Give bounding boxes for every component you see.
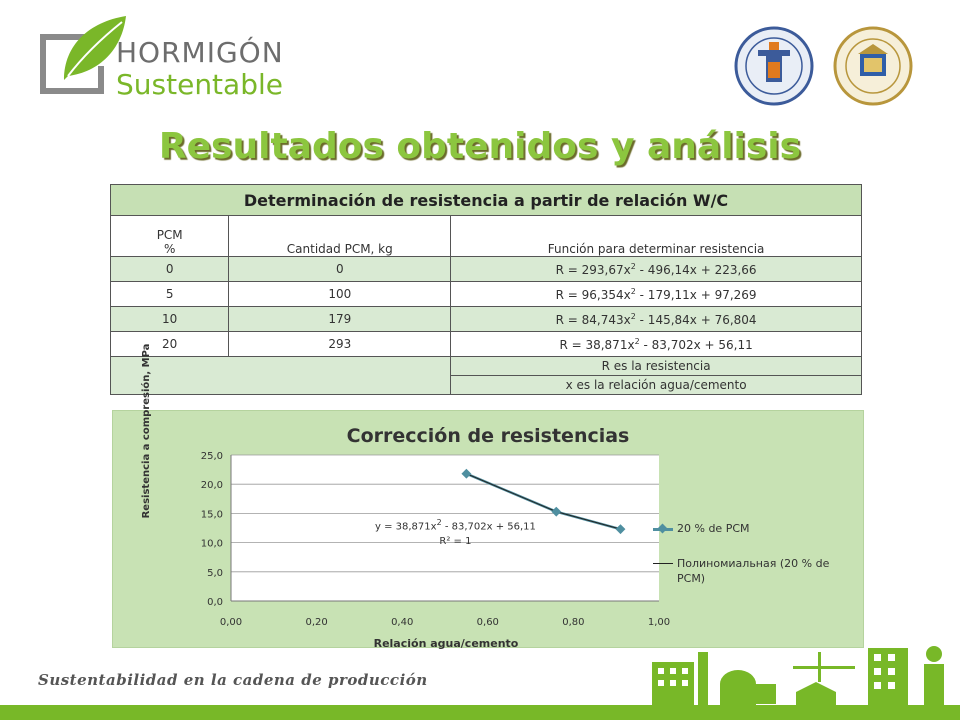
trend-eq-exp: 2: [436, 518, 442, 527]
industry-buildings-icon: [652, 646, 944, 706]
legend-series-marker: [657, 523, 668, 534]
y-tick-label: 5,0: [207, 568, 223, 579]
brand-line1: HORMIGÓN: [116, 36, 284, 69]
page-title: Resultados obtenidos y análisis: [158, 126, 802, 167]
trend-eq-b: - 83,702x + 56,11: [441, 521, 536, 533]
x-tick-label: 0,00: [220, 617, 242, 628]
cell-function: R = 38,871x2 - 83,702x + 56,11: [450, 331, 862, 357]
fn-a: R = 96,354x: [555, 287, 631, 302]
note-r: R es la resistencia: [450, 356, 862, 376]
brand-line2: Sustentable: [116, 68, 283, 101]
legend-trend: Полиномиальная (20 % de PCM): [653, 556, 853, 586]
y-tick-label: 15,0: [201, 509, 223, 520]
chart-plot: 0,0 5,0 10,0 15,0 20,0 25,0 0,00 0,20 0,40 0,60 0,…: [201, 451, 670, 628]
cell-qty: 179: [228, 306, 452, 332]
fn-b: - 496,14x + 223,66: [635, 262, 757, 277]
university-seal-left-icon: [734, 26, 814, 106]
fn-a: R = 293,67x: [555, 262, 631, 277]
cell-function: R = 84,743x2 - 145,84x + 76,804: [450, 306, 862, 332]
header-function: Función para determinar resistencia: [450, 215, 862, 257]
logo-frame-lines: [40, 34, 104, 94]
trend-equation: y = 38,871x2 - 83,702x + 56,11 R² = 1: [375, 515, 536, 549]
table-row: 5 100 R = 96,354x2 - 179,11x + 97,269: [109, 281, 862, 307]
x-tick-label: 0,20: [305, 617, 327, 628]
x-axis-label: Relación agua/cemento: [373, 637, 519, 650]
footer-bar: [0, 705, 960, 720]
fn-a: R = 38,871x: [559, 337, 635, 352]
note-empty-cell: [109, 356, 452, 395]
legend-series: 20 % de PCM: [653, 521, 853, 536]
y-tick-label: 0,0: [207, 597, 223, 608]
cell-pcm: 0: [109, 256, 230, 282]
header-pcm: PCM %: [109, 215, 230, 257]
table-row: 0 0 R = 293,67x2 - 496,14x + 223,66: [109, 256, 862, 282]
cell-qty: 100: [228, 281, 452, 307]
fn-exp: 2: [630, 286, 636, 296]
fn-a: R = 84,743x: [555, 312, 631, 327]
chart-legend: 20 % de PCM Полиномиальная (20 % de PCM): [653, 521, 853, 606]
table-row: 10 179 R = 84,743x2 - 145,84x + 76,804: [109, 306, 862, 332]
hormigon-sustentable-logo: HORMIGÓN Sustentable: [40, 10, 310, 105]
cell-pcm: 10: [109, 306, 230, 332]
table-row: 20 293 R = 38,871x2 - 83,702x + 56,11: [109, 331, 862, 357]
fn-b: - 83,702x + 56,11: [639, 337, 753, 352]
cell-qty: 293: [228, 331, 452, 357]
header-pcm-line2: %: [163, 242, 176, 256]
trend-r2: R² = 1: [439, 536, 472, 548]
x-tick-label: 0,40: [391, 617, 413, 628]
leaf-icon: [64, 16, 126, 80]
x-tick-label: 1,00: [648, 617, 670, 628]
chart-panel: Corrección de resistencias Resistencia a…: [112, 344, 864, 650]
fn-exp: 2: [634, 336, 640, 346]
note-x: x es la relación agua/cemento: [450, 375, 862, 395]
data-point: [461, 468, 472, 479]
cell-function: R = 293,67x2 - 496,14x + 223,66: [450, 256, 862, 282]
legend-series-label: 20 % de PCM: [677, 522, 750, 535]
fn-exp: 2: [630, 311, 636, 321]
legend-trend-line: [653, 563, 673, 564]
plot-area: [231, 455, 659, 601]
fn-b: - 179,11x + 97,269: [635, 287, 757, 302]
legend-trend-label: Полиномиальная (20 % de PCM): [677, 557, 830, 585]
header-pcm-line1: PCM: [156, 228, 183, 242]
logo-frame-edge: [98, 66, 104, 94]
cell-qty: 0: [228, 256, 452, 282]
university-seal-right-icon: [833, 26, 913, 106]
cell-pcm: 5: [109, 281, 230, 307]
table-heading: Determinación de resistencia a partir de…: [110, 184, 862, 216]
cell-pcm: 20: [109, 331, 230, 357]
x-tick-label: 0,60: [477, 617, 499, 628]
fn-b: - 145,84x + 76,804: [635, 312, 757, 327]
header-quantity: Cantidad PCM, kg: [228, 215, 452, 257]
fn-exp: 2: [630, 261, 636, 271]
y-tick-label: 10,0: [201, 539, 223, 550]
cell-function: R = 96,354x2 - 179,11x + 97,269: [450, 281, 862, 307]
footer-tagline: Sustentabilidad en la cadena de producci…: [38, 671, 428, 689]
x-tick-label: 0,80: [562, 617, 584, 628]
y-tick-label: 25,0: [201, 451, 223, 462]
y-tick-label: 20,0: [201, 480, 223, 491]
resistance-table: Determinación de resistencia a partir de…: [109, 184, 862, 395]
trend-eq-a: y = 38,871x: [375, 521, 437, 533]
chart-title: Corrección de resistencias: [346, 425, 630, 447]
